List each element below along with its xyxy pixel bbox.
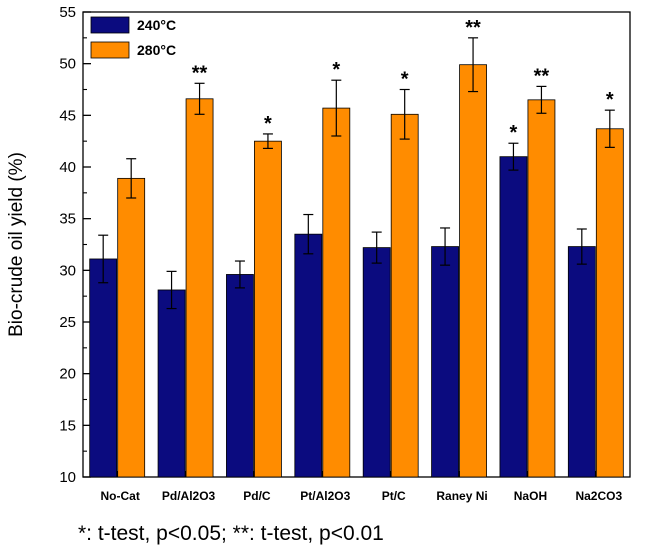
x-tick-label: No-Cat	[101, 489, 140, 503]
bar-280c	[595, 128, 624, 478]
bar-240c	[362, 247, 391, 478]
x-tick-label: Pt/C	[382, 489, 406, 503]
y-tick-label: 40	[59, 159, 76, 176]
x-tick-label: Pd/Al2O3	[162, 489, 216, 503]
x-tick-label: Pt/Al2O3	[300, 489, 350, 503]
y-tick-label: 50	[59, 56, 76, 73]
plot-area: 10 15 20 25 30 35 40 45 50 55 Bio-crude oil yield …	[6, 4, 631, 503]
bar-240c	[226, 274, 254, 478]
bar-280c	[527, 99, 556, 478]
bar-240c	[294, 233, 323, 478]
significance-mark: *	[332, 59, 340, 81]
x-tick-label: NaOH	[514, 489, 547, 503]
significance-mark: *	[264, 113, 272, 135]
significance-mark: **	[192, 62, 208, 84]
bar-280c	[254, 140, 282, 478]
y-tick-label: 25	[59, 314, 76, 331]
x-tick-label: Na2CO3	[575, 489, 622, 503]
legend-swatch-280c	[90, 41, 130, 59]
bar-240c	[157, 289, 186, 478]
significance-mark: *	[401, 69, 409, 91]
significance-footnote: *: t-test, p<0.05; **: t-test, p<0.01	[78, 522, 384, 545]
significance-mark: *	[606, 89, 614, 111]
y-tick-label: 30	[59, 262, 76, 279]
y-tick-label: 35	[59, 211, 76, 228]
bar-240c	[567, 246, 596, 478]
bar-280c	[459, 64, 487, 478]
legend-label-240c: 240°C	[137, 17, 176, 33]
bar-280c	[185, 98, 214, 478]
x-tick-label: Raney Ni	[436, 489, 487, 503]
bar-280c	[117, 177, 146, 478]
significance-mark: *	[510, 122, 518, 144]
legend-swatch-240c	[90, 16, 130, 34]
y-tick-label: 45	[59, 107, 76, 124]
y-tick-label: 55	[59, 4, 76, 21]
significance-mark: **	[465, 17, 481, 39]
bar-240c	[499, 156, 528, 478]
y-tick-label: 15	[59, 417, 76, 434]
bar-240c	[89, 258, 118, 478]
significance-mark: **	[534, 65, 550, 87]
y-axis-title: Bio-crude oil yield (%)	[6, 152, 27, 337]
bar-280c	[322, 107, 351, 478]
y-tick-label: 10	[59, 469, 76, 486]
legend-label-280c: 280°C	[137, 42, 176, 58]
bar-280c	[390, 113, 419, 478]
bar-240c	[431, 246, 459, 478]
y-tick-label: 20	[59, 366, 76, 383]
x-tick-label: Pd/C	[243, 489, 271, 503]
